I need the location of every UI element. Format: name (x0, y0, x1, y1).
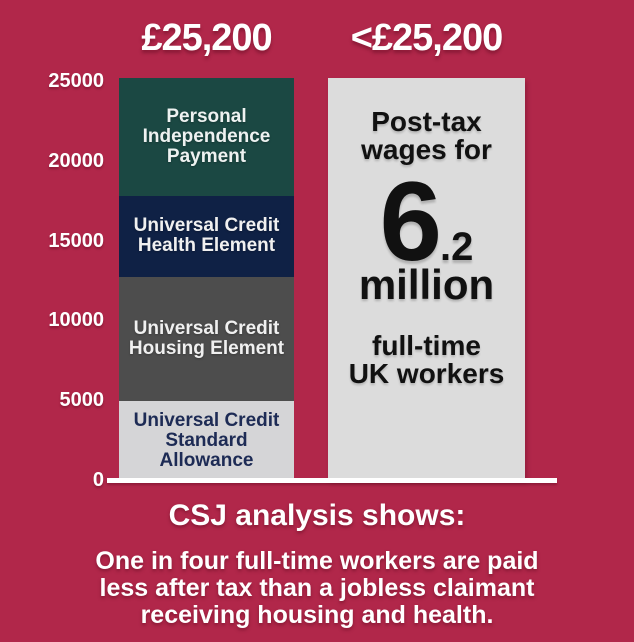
wages-caption-line: wages for (361, 134, 492, 165)
segment-label: Universal Credit Standard Allowance (133, 409, 280, 471)
y-axis: 25000 20000 15000 10000 5000 0 (0, 0, 104, 642)
wages-caption-line: UK workers (348, 358, 505, 389)
y-tick-label: 20000 (48, 149, 104, 172)
footer-title: CSJ analysis shows: (168, 499, 466, 532)
wages-column-header: <£25,200 (350, 17, 504, 59)
segment-label: Universal Credit Health Element (133, 215, 280, 257)
y-tick-label: 25000 (48, 70, 104, 93)
segment-label: Personal Independence Payment (142, 106, 271, 168)
y-tick-label: 0 (92, 469, 104, 491)
wages-caption-line: Post-tax (371, 106, 482, 137)
footer-paragraph-line: One in four full-time workers are paid (95, 547, 539, 575)
benefits-column-header: £25,200 (141, 17, 272, 59)
segment-label: Universal Credit Housing Element (128, 317, 285, 359)
big-number-integer: 6 (379, 159, 442, 284)
wages-big-number-unit: million (358, 261, 495, 308)
segment-uc-standard-allowance: Universal Credit Standard Allowance (119, 401, 294, 480)
segment-uc-health-element: Universal Credit Health Element (119, 196, 294, 277)
x-axis-line (107, 478, 557, 483)
wages-bar-caption-bottom: full-time UK workers (349, 332, 505, 388)
y-tick-label: 10000 (48, 309, 104, 332)
wages-big-number: 6.2 (380, 166, 474, 278)
y-tick-label: 5000 (59, 389, 105, 412)
wages-bar-caption-top: Post-tax wages for (361, 108, 492, 164)
wages-caption-line: full-time (372, 330, 481, 361)
footer-paragraph-line: less after tax than a jobless claimant (99, 574, 535, 602)
footer-paragraph-line: receiving housing and health. (140, 601, 494, 629)
big-number-decimal: .2 (439, 225, 474, 269)
benefits-bar: Universal Credit Standard Allowance Univers… (119, 78, 294, 480)
y-tick-label: 15000 (48, 229, 104, 252)
segment-uc-housing-element: Universal Credit Housing Element (119, 276, 294, 402)
wages-bar: Post-tax wages for 6.2 million full-time… (328, 78, 525, 480)
segment-personal-independence-payment: Personal Independence Payment (119, 78, 294, 197)
footer-paragraph: One in four full-time workers are paid l… (0, 548, 634, 629)
